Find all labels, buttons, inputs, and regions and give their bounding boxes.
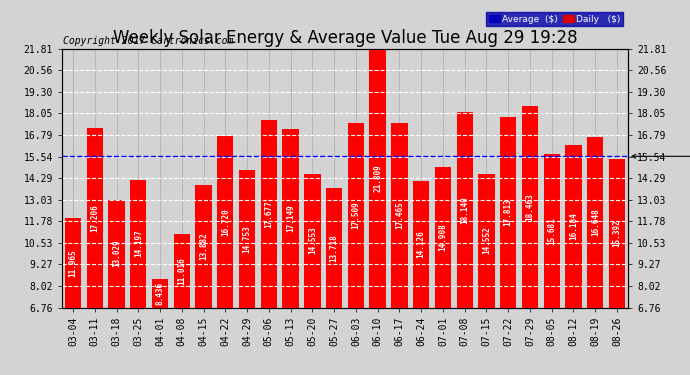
Bar bbox=[565, 146, 582, 308]
Bar bbox=[174, 234, 190, 308]
Bar bbox=[413, 181, 429, 308]
Text: +15.554: +15.554 bbox=[0, 374, 1, 375]
Text: 14.197: 14.197 bbox=[134, 230, 143, 258]
Text: 14.552: 14.552 bbox=[482, 226, 491, 254]
Text: 17.149: 17.149 bbox=[286, 204, 295, 232]
Text: 15.681: 15.681 bbox=[547, 217, 556, 244]
Text: 13.882: 13.882 bbox=[199, 232, 208, 260]
Bar bbox=[86, 128, 103, 308]
Text: 11.965: 11.965 bbox=[68, 249, 77, 277]
Text: 17.206: 17.206 bbox=[90, 204, 99, 232]
Text: 17.509: 17.509 bbox=[351, 201, 360, 229]
Text: 17.813: 17.813 bbox=[504, 199, 513, 226]
Text: 13.029: 13.029 bbox=[112, 240, 121, 267]
Text: ←15.554: ←15.554 bbox=[632, 151, 690, 161]
Text: 18.463: 18.463 bbox=[526, 193, 535, 221]
Bar bbox=[544, 154, 560, 308]
Text: 8.436: 8.436 bbox=[155, 282, 164, 304]
Text: 15.392: 15.392 bbox=[613, 219, 622, 247]
Bar bbox=[348, 123, 364, 308]
Text: 16.184: 16.184 bbox=[569, 213, 578, 240]
Text: 17.465: 17.465 bbox=[395, 202, 404, 229]
Bar bbox=[239, 170, 255, 308]
Title: Weekly Solar Energy & Average Value Tue Aug 29 19:28: Weekly Solar Energy & Average Value Tue … bbox=[112, 29, 578, 47]
Text: 13.718: 13.718 bbox=[330, 234, 339, 261]
Legend: Average  ($), Daily   ($): Average ($), Daily ($) bbox=[486, 12, 623, 26]
Bar bbox=[195, 185, 212, 308]
Text: 18.140: 18.140 bbox=[460, 196, 469, 223]
Bar bbox=[522, 106, 538, 307]
Bar bbox=[261, 120, 277, 308]
Bar bbox=[217, 136, 233, 308]
Bar bbox=[587, 138, 604, 308]
Bar bbox=[108, 200, 125, 308]
Text: 16.648: 16.648 bbox=[591, 209, 600, 236]
Bar bbox=[65, 218, 81, 308]
Text: 21.809: 21.809 bbox=[373, 164, 382, 192]
Text: Copyright 2017 Cartronics.com: Copyright 2017 Cartronics.com bbox=[63, 36, 234, 46]
Bar bbox=[457, 112, 473, 308]
Text: 11.016: 11.016 bbox=[177, 257, 186, 285]
Text: 16.720: 16.720 bbox=[221, 208, 230, 236]
Text: 14.553: 14.553 bbox=[308, 226, 317, 254]
Bar bbox=[478, 174, 495, 308]
Bar bbox=[304, 174, 321, 308]
Bar bbox=[391, 123, 408, 308]
Bar bbox=[152, 279, 168, 308]
Bar bbox=[130, 180, 146, 308]
Bar bbox=[500, 117, 516, 308]
Bar bbox=[326, 188, 342, 308]
Text: 14.126: 14.126 bbox=[417, 230, 426, 258]
Bar bbox=[435, 167, 451, 308]
Bar bbox=[609, 159, 625, 308]
Bar bbox=[369, 49, 386, 308]
Bar bbox=[282, 129, 299, 308]
Text: 14.908: 14.908 bbox=[438, 224, 447, 251]
Text: 17.677: 17.677 bbox=[264, 200, 273, 228]
Text: 14.753: 14.753 bbox=[243, 225, 252, 253]
